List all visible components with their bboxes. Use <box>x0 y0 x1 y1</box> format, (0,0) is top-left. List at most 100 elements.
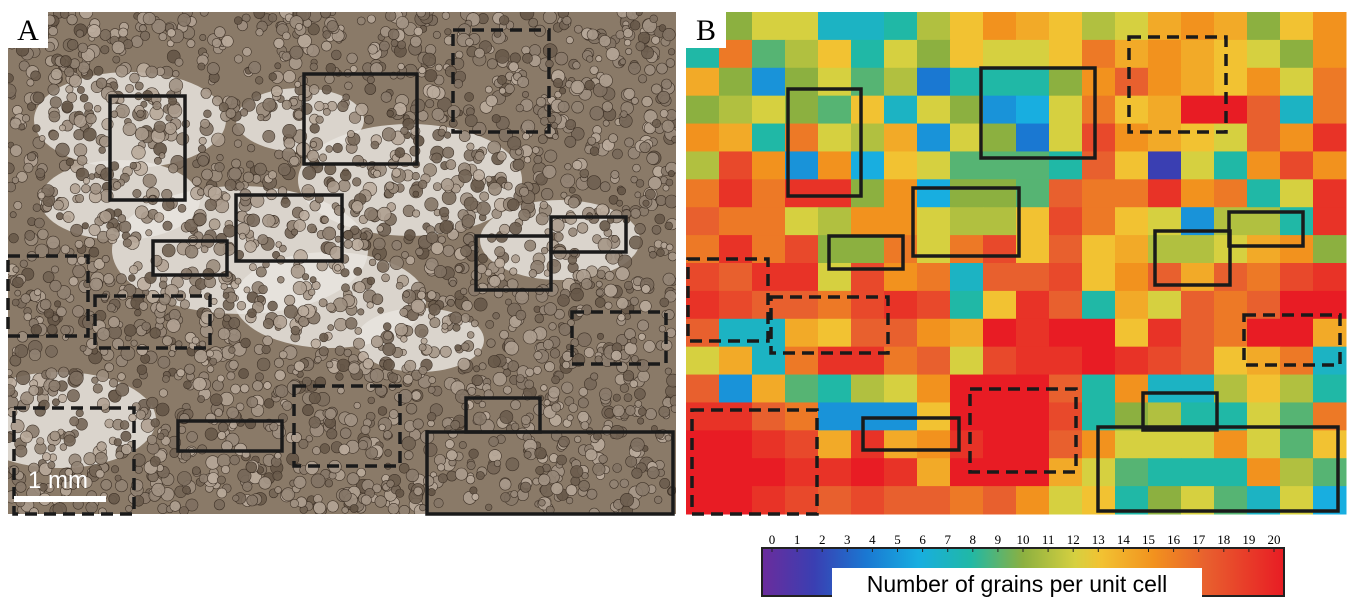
grain <box>239 369 249 379</box>
grain <box>631 209 641 219</box>
grain <box>596 56 602 62</box>
grain <box>93 384 102 393</box>
grain <box>290 156 300 166</box>
cell <box>1115 179 1149 207</box>
grain <box>596 289 603 296</box>
grain <box>341 284 349 292</box>
grain <box>187 39 195 47</box>
grain <box>650 15 658 23</box>
grain <box>665 195 678 208</box>
grain <box>6 370 12 376</box>
grain <box>668 49 675 56</box>
grain <box>459 170 472 183</box>
cell <box>1082 68 1116 96</box>
grain <box>350 66 357 73</box>
cell <box>1082 12 1116 40</box>
grain <box>477 202 491 216</box>
grain <box>398 41 406 49</box>
grain <box>391 40 398 47</box>
cell <box>950 207 984 235</box>
grain <box>159 389 167 397</box>
grain <box>540 201 548 209</box>
grain <box>132 146 146 160</box>
grain <box>162 244 175 257</box>
grain <box>642 285 651 294</box>
grain <box>476 471 484 479</box>
grain <box>635 223 646 234</box>
cell <box>851 12 885 40</box>
grain <box>154 121 165 132</box>
grain <box>31 325 42 336</box>
grain <box>96 470 104 478</box>
grain <box>131 340 137 346</box>
grain <box>642 96 653 107</box>
cell <box>818 375 852 403</box>
grain <box>217 454 230 467</box>
scale-bar <box>14 496 106 502</box>
cell <box>785 375 819 403</box>
grain <box>617 200 623 206</box>
grain <box>402 437 416 451</box>
cell <box>785 96 819 124</box>
grain <box>177 472 191 486</box>
grain <box>504 182 512 190</box>
cell <box>719 402 753 430</box>
grain <box>658 91 670 103</box>
grain <box>247 144 255 152</box>
grain <box>315 101 325 111</box>
grain <box>425 70 437 82</box>
grain <box>100 211 112 223</box>
grain <box>90 183 101 194</box>
cell <box>1148 375 1182 403</box>
cell <box>950 151 984 179</box>
grain <box>370 369 384 383</box>
cell <box>1082 207 1116 235</box>
grain <box>606 47 619 60</box>
cell <box>1148 68 1182 96</box>
cell <box>983 68 1017 96</box>
cell <box>1016 40 1050 68</box>
grain <box>105 419 114 428</box>
grain <box>509 62 519 72</box>
cell <box>1214 68 1248 96</box>
grain <box>153 101 161 109</box>
grain <box>133 189 141 197</box>
cell <box>686 319 720 347</box>
grain <box>187 432 198 443</box>
grain <box>534 156 542 164</box>
grain <box>465 92 474 101</box>
grain <box>193 377 206 390</box>
grain <box>27 152 36 161</box>
grain <box>200 34 206 40</box>
cell <box>983 96 1017 124</box>
grain <box>363 359 373 369</box>
grain <box>336 373 344 381</box>
colorbar-tick-label: 9 <box>995 532 1002 547</box>
grain <box>320 444 330 454</box>
cell <box>1214 430 1248 458</box>
grain <box>69 75 81 87</box>
grain <box>283 124 297 138</box>
cell <box>1247 430 1281 458</box>
grain <box>638 370 650 382</box>
grain <box>116 383 129 396</box>
grain <box>666 59 675 68</box>
grain <box>344 240 353 249</box>
colorbar-tick-label: 17 <box>1192 532 1206 547</box>
grain <box>636 180 644 188</box>
grain <box>204 110 212 118</box>
cell <box>1049 96 1083 124</box>
cell <box>884 96 918 124</box>
cell <box>1049 40 1083 68</box>
grain <box>214 27 225 38</box>
grain <box>217 375 224 382</box>
grain <box>458 358 470 370</box>
grain <box>84 102 93 111</box>
grain <box>139 302 148 311</box>
cell <box>1214 96 1248 124</box>
grain <box>377 207 391 221</box>
grain <box>156 403 169 416</box>
grain <box>486 320 494 328</box>
grain <box>61 245 70 254</box>
grain <box>373 238 385 250</box>
